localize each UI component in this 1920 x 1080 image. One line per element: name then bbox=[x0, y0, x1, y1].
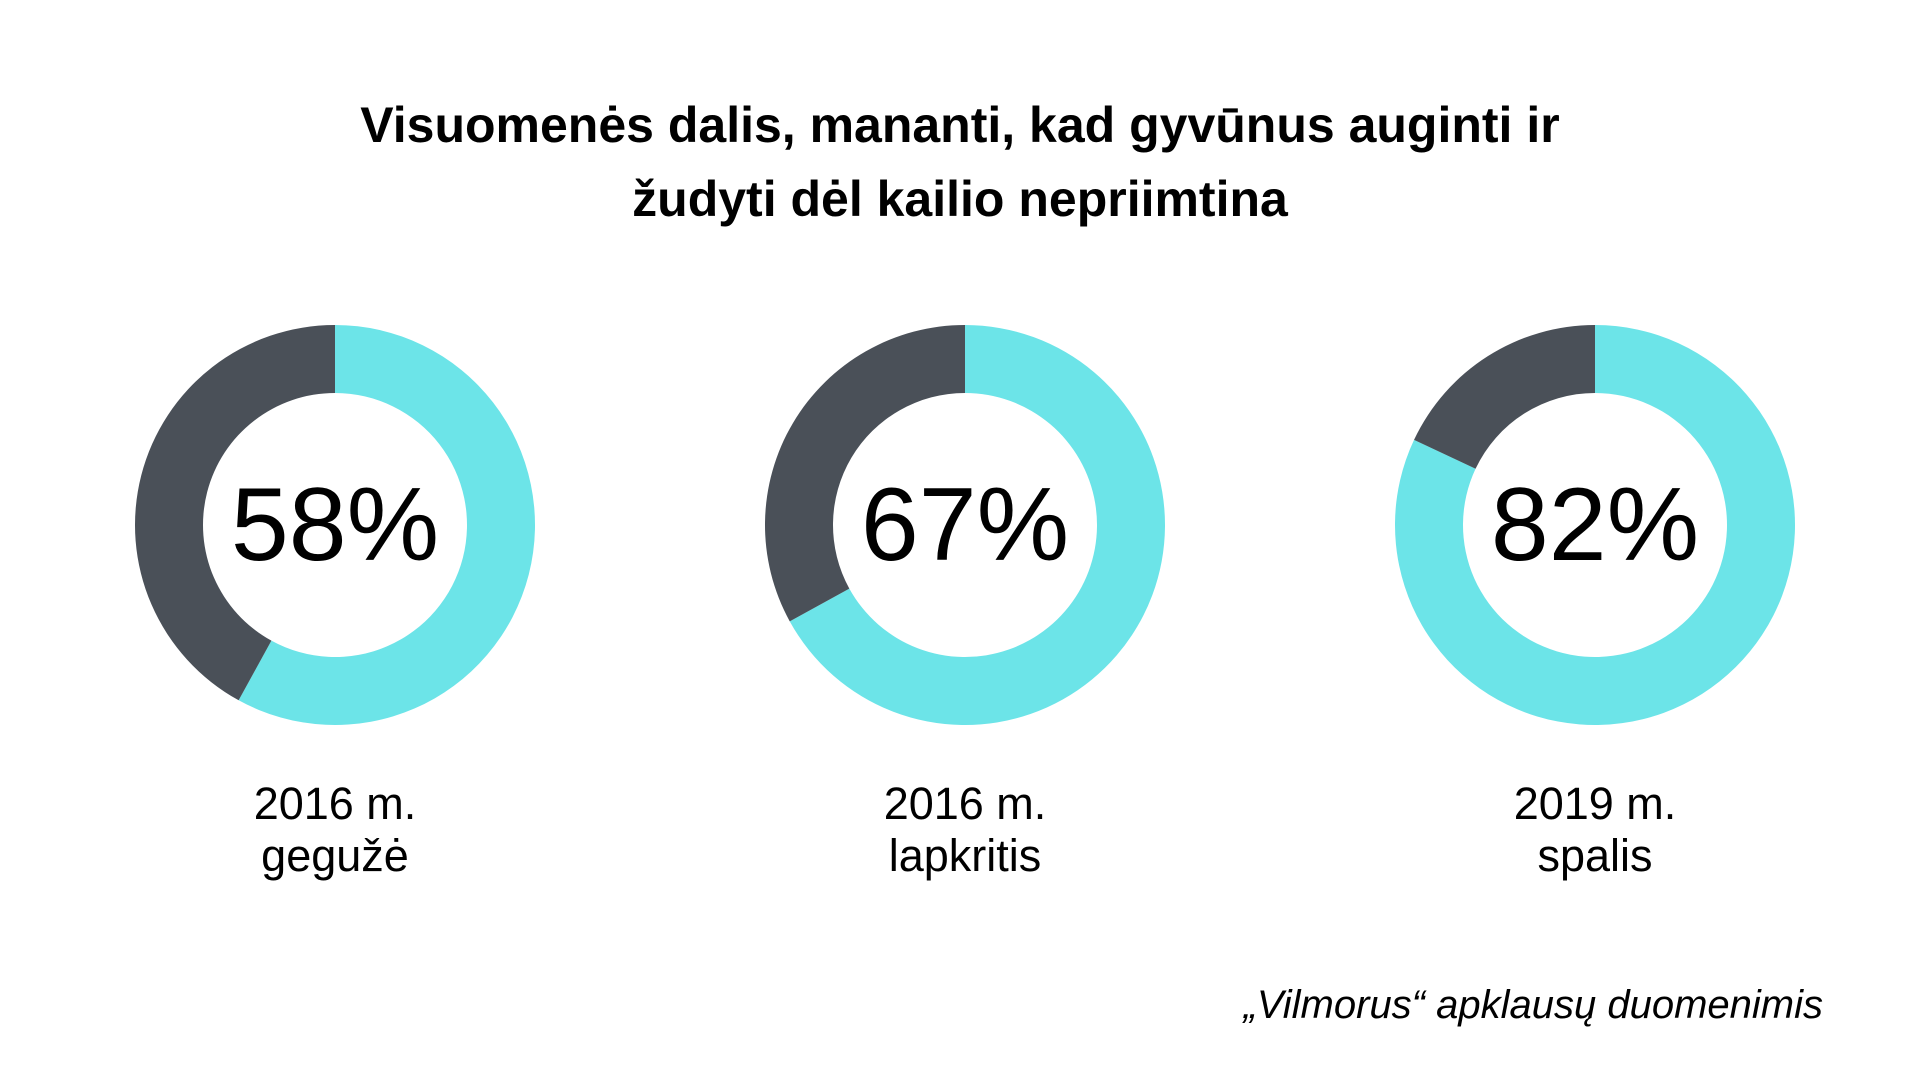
donut-remainder-arc-3 bbox=[1414, 325, 1595, 469]
donut-chart-1: 58% bbox=[125, 315, 545, 735]
source-note: „Vilmorus“ apklausų duomenimis bbox=[1243, 983, 1824, 1027]
donut-label-2: 2016 m. lapkritis bbox=[765, 778, 1165, 882]
donut-remainder-arc-2 bbox=[765, 325, 965, 622]
donut-remainder-arc-1 bbox=[134, 325, 335, 701]
donut-label-3-line-2: spalis bbox=[1537, 830, 1653, 881]
donut-svg-1 bbox=[134, 325, 535, 725]
donut-label-2-line-1: 2016 m. bbox=[883, 778, 1047, 829]
donut-label-1: 2016 m. gegužė bbox=[135, 778, 535, 882]
donut-value-arc-3 bbox=[1395, 325, 1795, 725]
donut-svg-3 bbox=[1395, 325, 1795, 725]
donut-chart-3: 82% bbox=[1385, 315, 1805, 735]
donut-percent-2: 67% bbox=[860, 466, 1070, 583]
donut-value-arc-1 bbox=[238, 325, 535, 725]
donut-label-3: 2019 m. spalis bbox=[1395, 778, 1795, 882]
donut-label-1-line-1: 2016 m. bbox=[253, 778, 417, 829]
chart-title: Visuomenės dalis, mananti, kad gyvūnus a… bbox=[0, 88, 1920, 236]
chart-title-line-2: žudyti dėl kailio nepriimtina bbox=[632, 171, 1288, 227]
chart-title-line-1: Visuomenės dalis, mananti, kad gyvūnus a… bbox=[360, 97, 1560, 153]
donut-chart-2: 67% bbox=[755, 315, 1175, 735]
donut-percent-1: 58% bbox=[230, 466, 440, 583]
donut-svg-2 bbox=[765, 325, 1165, 725]
donut-label-2-line-2: lapkritis bbox=[888, 830, 1042, 881]
donut-value-arc-2 bbox=[789, 325, 1165, 725]
donut-percent-3: 82% bbox=[1490, 466, 1700, 583]
donut-label-1-line-2: gegužė bbox=[261, 830, 409, 881]
donut-label-3-line-1: 2019 m. bbox=[1513, 778, 1677, 829]
